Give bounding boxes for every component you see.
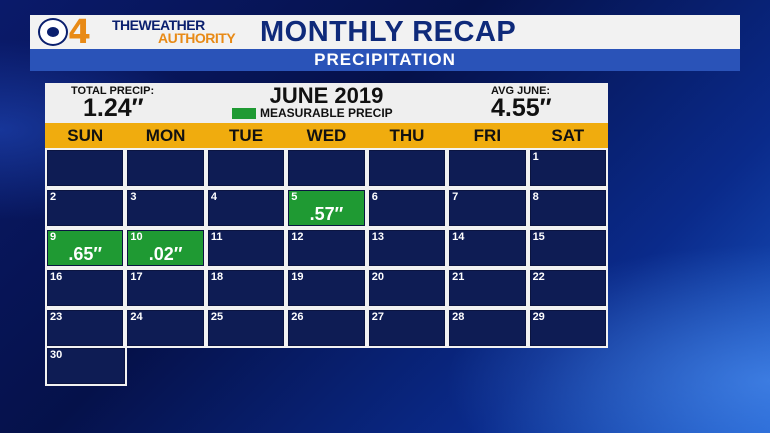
day-number: 11 <box>210 231 223 243</box>
header-bar: 4 THEWEATHER AUTHORITY MONTHLY RECAP <box>30 12 740 51</box>
day-number: 1 <box>532 151 539 163</box>
day-number: 15 <box>532 231 545 243</box>
weekday-thu: THU <box>389 126 425 145</box>
day-cell: 29 <box>529 310 606 346</box>
day-cell: 6 <box>368 190 446 226</box>
day-number: 19 <box>291 271 304 283</box>
precip-amount: .65″ <box>68 244 103 264</box>
weekday-wed: WED <box>306 126 347 145</box>
weather-authority-logo-line2: AUTHORITY <box>158 30 236 46</box>
day-cell: 15 <box>529 230 606 266</box>
day-cell: 22 <box>529 270 606 306</box>
day-number: 10 <box>130 231 143 243</box>
day-number: 30 <box>50 349 63 361</box>
day-cell: 27 <box>368 310 446 346</box>
day-cell: 7 <box>449 190 526 226</box>
day-number: 2 <box>50 191 57 203</box>
weather-authority-logo-line1: THEWEATHER <box>112 17 205 33</box>
day-number: 5 <box>291 191 298 203</box>
precip-amount: .57″ <box>309 204 344 224</box>
legend-swatch <box>232 108 256 119</box>
weekday-sun: SUN <box>67 126 104 145</box>
empty-day-cell <box>449 150 526 186</box>
calendar-overflow-row: 30 <box>45 346 127 386</box>
day-cell: 4 <box>207 190 285 226</box>
day-cell: 21 <box>449 270 526 306</box>
cbs-eye-logo-icon <box>38 18 68 46</box>
month-title: JUNE 2019 <box>269 83 384 108</box>
day-cell: 30 <box>47 348 125 384</box>
day-cell: 5 .57″ <box>288 190 365 226</box>
day-number: 9 <box>50 231 57 243</box>
channel-number-logo: 4 <box>68 12 91 51</box>
day-cell: 25 <box>207 310 285 346</box>
day-cell: 8 <box>529 190 606 226</box>
day-number: 27 <box>371 311 384 323</box>
day-cell: 28 <box>449 310 526 346</box>
day-number: 25 <box>210 311 224 323</box>
avg-june-value: 4.55″ <box>491 94 552 122</box>
day-cell: 13 <box>368 230 446 266</box>
weekday-mon: MON <box>145 126 186 145</box>
day-number: 6 <box>371 191 378 203</box>
day-number: 18 <box>210 271 224 283</box>
day-cell: 12 <box>288 230 365 266</box>
day-cell: 18 <box>207 270 285 306</box>
empty-day-cell <box>368 150 446 186</box>
avg-june-label: AVG JUNE: <box>491 85 551 97</box>
empty-day-cell <box>47 150 124 186</box>
day-number: 20 <box>371 271 384 283</box>
day-number: 23 <box>50 311 63 323</box>
total-precip-value: 1.24″ <box>83 94 144 122</box>
day-number: 21 <box>452 271 465 283</box>
day-cell: 1 <box>529 150 606 186</box>
page-title: MONTHLY RECAP <box>260 16 517 48</box>
day-number: 3 <box>130 191 137 203</box>
day-number: 14 <box>452 231 465 243</box>
calendar-grid: 1 2 3 4 5.57″ 6 7 8 9.65″ 10.02″ 11 12 13 14 15 16 17 18 1… <box>45 148 608 348</box>
day-number: 28 <box>452 311 465 323</box>
weekday-tue: TUE <box>229 126 264 145</box>
day-number: 4 <box>210 191 217 203</box>
day-cell: 20 <box>368 270 446 306</box>
day-number: 13 <box>371 231 384 243</box>
day-cell: 11 <box>207 230 285 266</box>
day-cell: 16 <box>47 270 124 306</box>
day-number: 26 <box>291 311 304 323</box>
weekday-header: SUN MON TUE WED THU FRI SAT <box>45 123 608 148</box>
day-number: 17 <box>130 271 143 283</box>
day-number: 16 <box>50 271 63 283</box>
empty-day-cell <box>288 150 365 186</box>
day-cell: 3 <box>127 190 204 226</box>
day-cell: 23 <box>47 310 124 346</box>
weekday-fri: FRI <box>473 126 502 145</box>
legend-label: MEASURABLE PRECIP <box>260 106 393 120</box>
day-cell: 2 <box>47 190 124 226</box>
empty-day-cell <box>127 150 204 186</box>
day-cell: 14 <box>449 230 526 266</box>
day-number: 7 <box>452 191 459 203</box>
empty-day-cell <box>207 150 285 186</box>
page-subtitle: PRECIPITATION <box>314 50 456 69</box>
stats-panel: TOTAL PRECIP: 1.24″ JUNE 2019 MEASURABLE… <box>45 83 608 123</box>
total-precip-label: TOTAL PRECIP: <box>71 85 155 97</box>
day-number: 29 <box>532 311 545 323</box>
day-cell: 19 <box>288 270 365 306</box>
day-number: 8 <box>532 191 539 203</box>
precip-amount: .02″ <box>148 244 183 264</box>
day-cell: 10 .02″ <box>127 230 204 266</box>
day-cell: 26 <box>288 310 365 346</box>
day-number: 12 <box>291 231 304 243</box>
day-cell: 17 <box>127 270 204 306</box>
day-number: 24 <box>130 311 143 323</box>
day-number: 22 <box>532 271 545 283</box>
subtitle-bar: PRECIPITATION <box>30 49 740 71</box>
day-cell: 9 .65″ <box>47 230 124 266</box>
weekday-sat: SAT <box>551 126 585 145</box>
day-cell: 24 <box>127 310 204 346</box>
